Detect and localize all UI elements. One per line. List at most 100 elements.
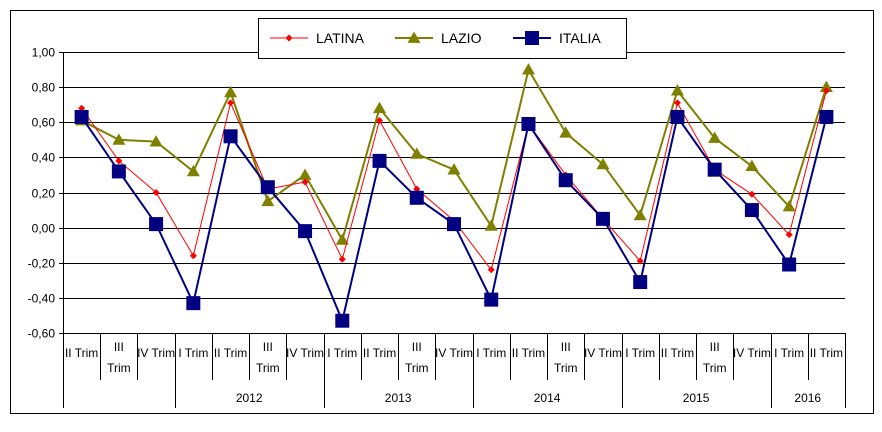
data-point-lazio [149, 135, 163, 147]
x-tick-label: I Trim [476, 346, 506, 360]
y-tick-label: -0,20 [28, 257, 56, 271]
x-tick-label: III Trim [405, 340, 429, 375]
x-tick-label: IV Trim [137, 346, 175, 360]
x-tick-label: II Trim [810, 346, 843, 360]
data-point-italia [260, 180, 275, 195]
data-point-latina [189, 252, 197, 260]
data-point-latina [152, 189, 160, 196]
y-tick-label: 0,40 [32, 151, 56, 165]
data-point-lazio [335, 233, 349, 245]
data-point-latina [673, 99, 681, 107]
data-point-italia [298, 224, 313, 239]
data-point-lazio [261, 194, 275, 207]
series-group [74, 63, 834, 328]
data-point-italia [558, 173, 573, 188]
x-tick-label: II Trim [512, 346, 545, 360]
x-tick-label: II Trim [661, 346, 694, 360]
x-tick-label: IV Trim [733, 346, 771, 360]
data-point-lazio [708, 131, 722, 143]
data-point-italia [744, 203, 759, 218]
data-point-italia [707, 162, 722, 177]
y-tick-label: 0,80 [32, 81, 56, 95]
data-point-lazio [484, 219, 498, 231]
data-point-lazio [224, 85, 238, 98]
data-point-lazio [447, 163, 461, 175]
chart-border [10, 10, 874, 414]
x-tick-label: III Trim [107, 340, 131, 375]
x-tick-label: I Trim [774, 346, 804, 360]
data-point-italia [149, 217, 164, 232]
data-point-italia [74, 109, 89, 124]
data-point-italia [782, 257, 797, 272]
x-tick-label: III Trim [256, 340, 280, 375]
data-point-lazio [745, 159, 759, 172]
legend-marker-latina [285, 34, 293, 42]
data-point-lazio [596, 157, 610, 170]
data-point-latina [785, 231, 793, 239]
legend-box [258, 18, 627, 59]
year-label: 2012 [236, 391, 263, 405]
data-point-latina [636, 257, 644, 265]
x-tick-label: I Trim [625, 346, 655, 360]
x-tick-label: II Trim [65, 346, 98, 360]
data-point-latina [227, 99, 235, 107]
data-point-italia [223, 129, 238, 144]
data-point-lazio [298, 168, 312, 180]
data-point-lazio [559, 126, 573, 138]
data-point-latina [376, 116, 384, 124]
data-point-latina [822, 87, 830, 95]
year-label: 2014 [534, 391, 561, 405]
x-tick-label: IV Trim [584, 346, 622, 360]
year-label: 2016 [794, 391, 821, 405]
y-tick-label: -0,40 [28, 292, 56, 306]
data-point-latina [748, 190, 756, 198]
x-tick-label: IV Trim [286, 346, 324, 360]
legend: LATINA LAZIO ITALIA [258, 18, 627, 59]
data-point-lazio [670, 84, 684, 96]
x-tick-label: II Trim [363, 346, 396, 360]
data-point-latina [78, 104, 86, 112]
data-point-italia [111, 164, 126, 179]
data-point-italia [670, 109, 685, 124]
year-label: 2015 [683, 391, 710, 405]
data-point-lazio [521, 63, 535, 75]
data-point-italia [484, 292, 499, 307]
data-point-latina [487, 266, 495, 274]
data-point-italia [595, 211, 610, 226]
y-tick-label: 1,00 [32, 46, 56, 60]
legend-label-lazio: LAZIO [441, 30, 482, 46]
x-tick-label: I Trim [327, 346, 357, 360]
data-point-latina [338, 255, 346, 263]
legend-label-latina: LATINA [316, 30, 365, 46]
y-tick-label: 0,60 [32, 116, 56, 130]
legend-marker-italia [525, 31, 539, 45]
data-point-latina [301, 178, 309, 186]
data-point-italia [335, 313, 350, 328]
legend-marker-lazio [407, 31, 421, 43]
data-point-lazio [633, 208, 647, 221]
y-tick-label: -0,60 [28, 327, 56, 341]
data-point-latina [413, 185, 421, 193]
x-tick-label: III Trim [554, 340, 578, 375]
data-point-italia [372, 153, 387, 168]
data-point-lazio [782, 200, 796, 212]
data-point-lazio [112, 133, 126, 145]
legend-label-italia: ITALIA [559, 30, 601, 46]
x-tick-label: III Trim [703, 340, 727, 375]
data-point-italia [819, 109, 834, 124]
data-point-italia [633, 275, 648, 290]
data-point-latina [115, 157, 123, 165]
x-tick-label: I Trim [178, 346, 208, 360]
x-tick-label: II Trim [214, 346, 247, 360]
data-point-lazio [373, 101, 387, 114]
data-point-lazio [186, 164, 200, 177]
axes: 1,00 0,80 0,60 0,40 0,20 0,00 -0,20 -0,40 -0,60 I… [28, 46, 846, 408]
data-point-italia [186, 296, 201, 311]
data-point-italia [447, 217, 461, 232]
year-label: 2013 [385, 391, 412, 405]
data-point-lazio [410, 147, 424, 159]
x-tick-label: IV Trim [435, 346, 473, 360]
data-point-lazio [819, 80, 833, 92]
